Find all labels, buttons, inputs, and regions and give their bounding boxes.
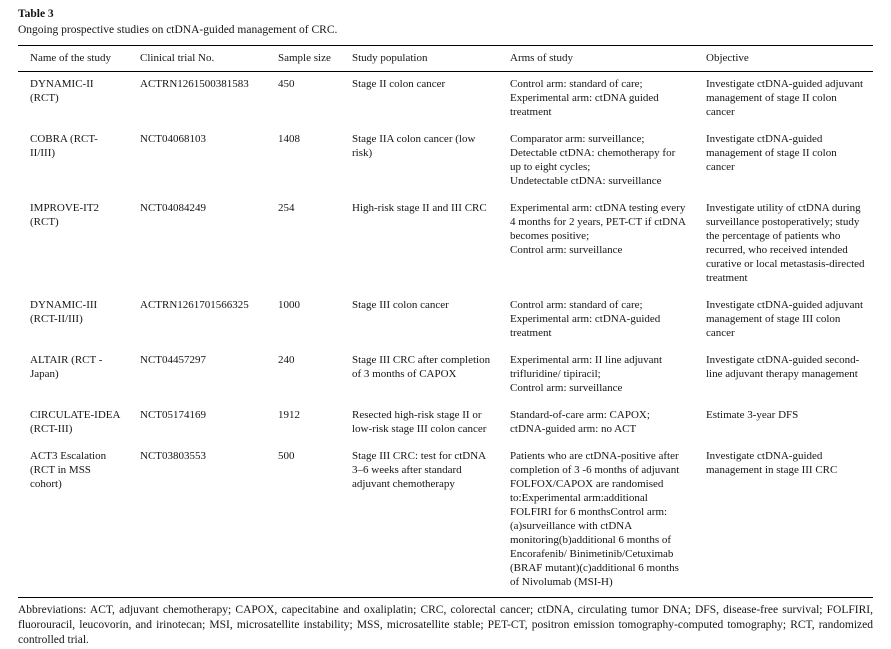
column-header-arms: Arms of study	[498, 45, 694, 72]
cell-study-name: ACT3 Escalation (RCT in MSS cohort)	[30, 450, 107, 490]
cell-arms: Standard-of-care arm: CAPOX; ctDNA-guide…	[510, 409, 650, 435]
cell-study-population: Stage III CRC: test for ctDNA 3–6 weeks …	[352, 450, 486, 490]
table-label: Table 3	[18, 8, 54, 20]
cell-trial-no: NCT04068103	[140, 133, 206, 145]
table-row: CIRCULATE-IDEA (RCT-III) NCT05174169 191…	[18, 403, 873, 444]
cell-trial-no: NCT03803553	[140, 450, 206, 462]
cell-objective: Investigate ctDNA-guided adjuvant manage…	[706, 299, 864, 339]
cell-arms: Comparator arm: surveillance; Detectable…	[510, 133, 676, 187]
table-row: COBRA (RCT-II/III) NCT04068103 1408 Stag…	[18, 127, 873, 196]
cell-study-population: Stage III CRC after completion of 3 mont…	[352, 354, 491, 380]
cell-objective: Estimate 3-year DFS	[706, 409, 799, 421]
cell-arms: Experimental arm: II line adjuvant trifl…	[510, 354, 663, 394]
cell-arms: Experimental arm: ctDNA testing every 4 …	[510, 202, 686, 256]
column-header-objective: Objective	[694, 45, 873, 72]
cell-sample-size: 500	[278, 450, 295, 462]
cell-sample-size: 450	[278, 78, 295, 90]
cell-arms: Control arm: standard of care; Experimen…	[510, 78, 659, 118]
cell-study-name: CIRCULATE-IDEA (RCT-III)	[30, 409, 120, 435]
table-row: DYNAMIC-II (RCT) ACTRN1261500381583 450 …	[18, 72, 873, 128]
cell-study-name: COBRA (RCT-II/III)	[30, 133, 98, 159]
cell-trial-no: NCT04457297	[140, 354, 206, 366]
cell-study-population: High-risk stage II and III CRC	[352, 202, 487, 214]
cell-sample-size: 1408	[278, 133, 300, 145]
column-header-study-population: Study population	[340, 45, 498, 72]
cell-study-name: DYNAMIC-II (RCT)	[30, 78, 94, 104]
cell-trial-no: ACTRN1261500381583	[140, 78, 249, 90]
cell-objective: Investigate utility of ctDNA during surv…	[706, 202, 865, 284]
table-row: DYNAMIC-III (RCT-II/III) ACTRN1261701566…	[18, 293, 873, 348]
cell-study-population: Resected high-risk stage II or low-risk …	[352, 409, 487, 435]
cell-sample-size: 1912	[278, 409, 300, 421]
cell-trial-no: NCT04084249	[140, 202, 206, 214]
cell-arms: Patients who are ctDNA-positive after co…	[510, 450, 680, 588]
studies-table: Name of the study Clinical trial No. Sam…	[18, 45, 873, 598]
cell-trial-no: NCT05174169	[140, 409, 206, 421]
column-header-sample-size: Sample size	[266, 45, 340, 72]
cell-study-name: ALTAIR (RCT - Japan)	[30, 354, 103, 380]
table-row: ALTAIR (RCT - Japan) NCT04457297 240 Sta…	[18, 348, 873, 403]
header-row: Name of the study Clinical trial No. Sam…	[18, 45, 873, 72]
cell-arms: Control arm: standard of care; Experimen…	[510, 299, 661, 339]
cell-objective: Investigate ctDNA-guided management of s…	[706, 133, 837, 173]
cell-trial-no: ACTRN1261701566325	[140, 299, 249, 311]
table-caption: Ongoing prospective studies on ctDNA-gui…	[18, 24, 338, 36]
column-header-study-name: Name of the study	[18, 45, 128, 72]
cell-study-name: DYNAMIC-III (RCT-II/III)	[30, 299, 98, 325]
cell-study-population: Stage III colon cancer	[352, 299, 449, 311]
cell-sample-size: 240	[278, 354, 295, 366]
table-row: IMPROVE-IT2 (RCT) NCT04084249 254 High-r…	[18, 196, 873, 293]
table-row: ACT3 Escalation (RCT in MSS cohort) NCT0…	[18, 444, 873, 598]
table-body: DYNAMIC-II (RCT) ACTRN1261500381583 450 …	[18, 72, 873, 598]
cell-study-name: IMPROVE-IT2 (RCT)	[30, 202, 100, 228]
cell-objective: Investigate ctDNA-guided management in s…	[706, 450, 838, 476]
cell-sample-size: 1000	[278, 299, 300, 311]
cell-sample-size: 254	[278, 202, 295, 214]
column-header-trial-no: Clinical trial No.	[128, 45, 266, 72]
cell-study-population: Stage II colon cancer	[352, 78, 446, 90]
cell-study-population: Stage IIA colon cancer (low risk)	[352, 133, 476, 159]
cell-objective: Investigate ctDNA-guided second-line adj…	[706, 354, 860, 380]
cell-objective: Investigate ctDNA-guided adjuvant manage…	[706, 78, 864, 118]
abbreviations-note: Abbreviations: ACT, adjuvant chemotherap…	[18, 604, 873, 646]
